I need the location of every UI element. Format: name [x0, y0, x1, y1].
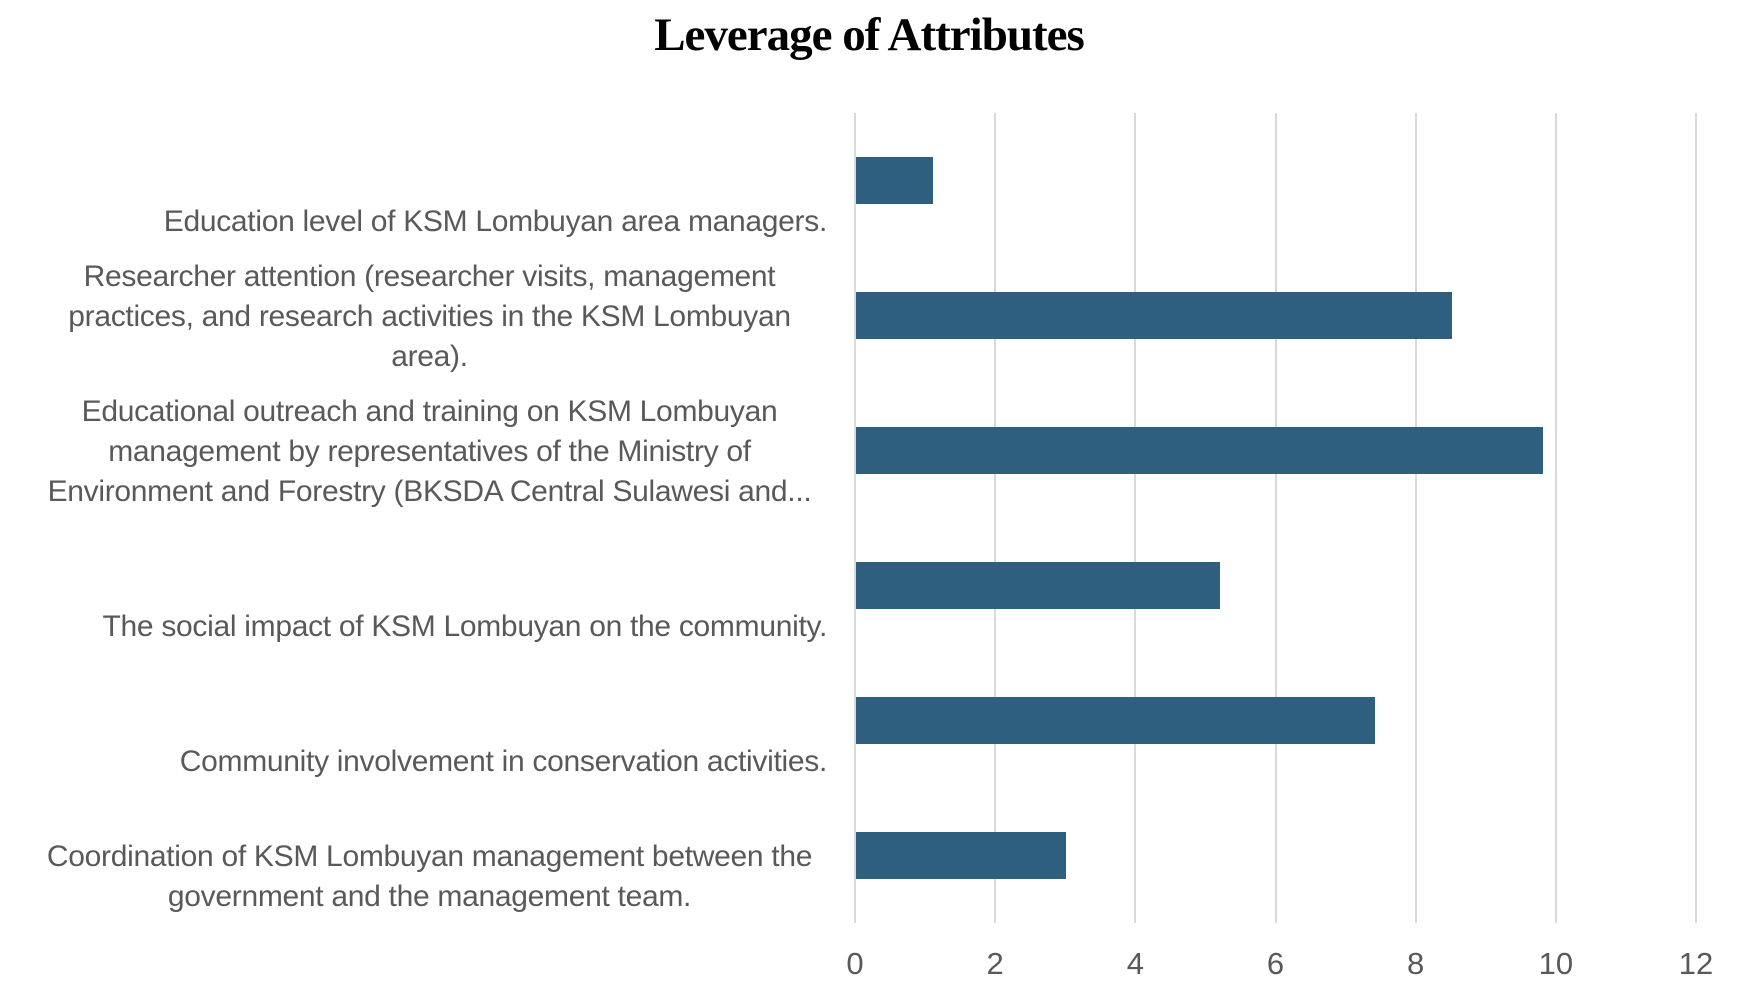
- bar-row: Educational outreach and training on KSM…: [0, 383, 1738, 518]
- x-axis-tick-label: 8: [1407, 946, 1425, 981]
- bar: [856, 832, 1067, 879]
- category-label-cell: Community involvement in conservation ac…: [20, 653, 828, 788]
- chart-title: Leverage of Attributes: [654, 9, 1085, 61]
- x-axis-tick-label: 0: [846, 946, 864, 981]
- category-label: The social impact of KSM Lombuyan on the…: [102, 610, 828, 643]
- bar-row: Coordination of KSM Lombuyan management …: [0, 788, 1738, 923]
- gridline: [1554, 113, 1557, 923]
- gridline: [1695, 113, 1697, 923]
- bar-row: Community involvement in conservation ac…: [0, 653, 1738, 788]
- category-label: Coordination of KSM Lombuyan management …: [46, 840, 813, 913]
- bar: [856, 292, 1452, 339]
- bar: [856, 427, 1543, 474]
- gridline: [1134, 113, 1137, 923]
- gridline: [994, 113, 997, 923]
- bar: [856, 697, 1375, 744]
- category-label-cell: Researcher attention (researcher visits,…: [20, 248, 827, 383]
- category-label-cell: Coordination of KSM Lombuyan management …: [20, 788, 827, 923]
- bar-row: Researcher attention (researcher visits,…: [0, 248, 1738, 383]
- category-label: Educational outreach and training on KSM…: [47, 395, 812, 508]
- x-axis-tick-label: 4: [1126, 946, 1144, 981]
- gridline: [1414, 113, 1417, 923]
- bar-row: The social impact of KSM Lombuyan on the…: [0, 518, 1738, 653]
- category-label-cell: Educational outreach and training on KSM…: [20, 383, 827, 518]
- bar-row: Education level of KSM Lombuyan area man…: [0, 113, 1738, 248]
- gridline: [1274, 113, 1277, 923]
- category-label: Community involvement in conservation ac…: [179, 745, 828, 778]
- x-axis-tick-label: 12: [1678, 946, 1714, 981]
- category-label: Researcher attention (researcher visits,…: [68, 260, 791, 373]
- x-axis-tick-label: 6: [1266, 946, 1285, 981]
- bar: [856, 562, 1221, 609]
- category-label: Education level of KSM Lombuyan area man…: [163, 205, 828, 238]
- bar: [856, 157, 934, 204]
- category-label-cell: Education level of KSM Lombuyan area man…: [20, 113, 828, 248]
- x-axis-tick-label: 10: [1538, 946, 1574, 981]
- category-label-cell: The social impact of KSM Lombuyan on the…: [20, 518, 828, 653]
- gridline: [854, 113, 856, 923]
- x-axis-tick-label: 2: [986, 946, 1004, 981]
